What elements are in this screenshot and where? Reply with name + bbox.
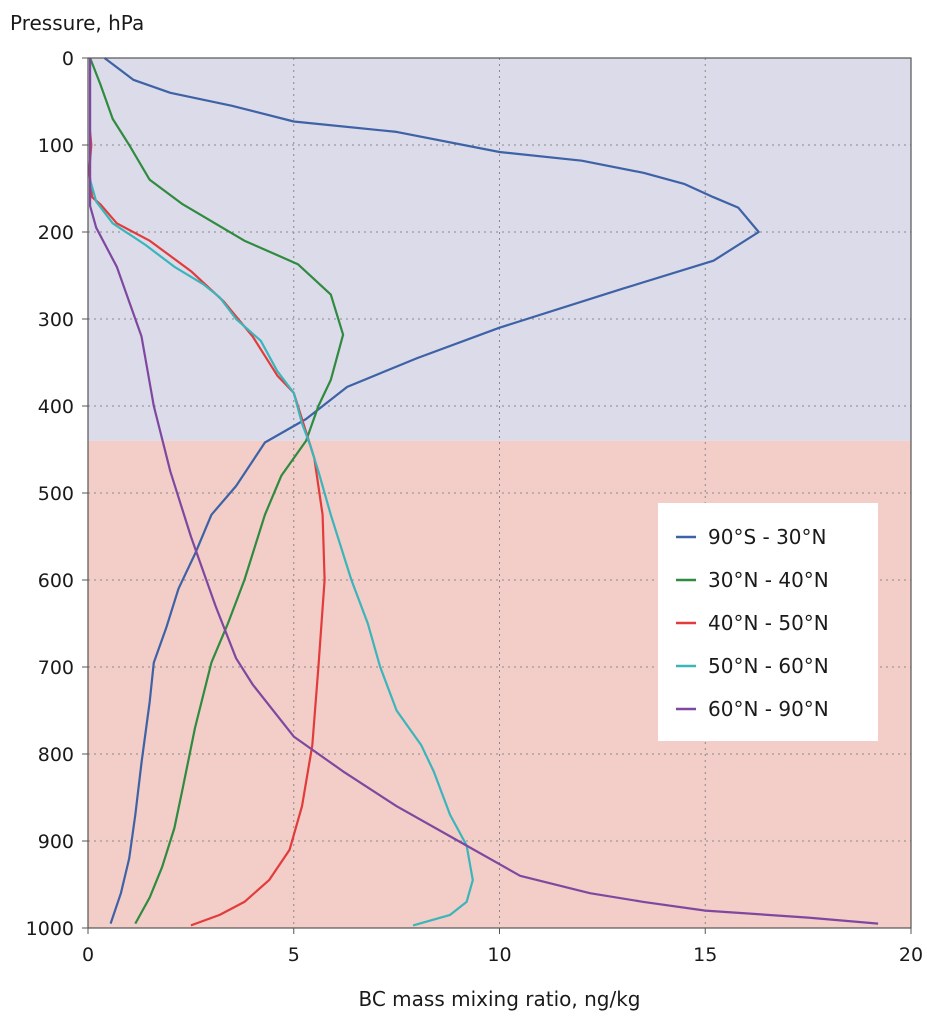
x-tick-label: 0	[82, 944, 94, 966]
y-tick-label: 600	[38, 570, 74, 592]
legend-label: 60°N - 90°N	[708, 697, 829, 721]
y-tick-label: 400	[38, 396, 74, 418]
y-tick-label: 200	[38, 222, 74, 244]
legend-label: 50°N - 60°N	[708, 654, 829, 678]
y-tick-label: 900	[38, 831, 74, 853]
legend-label: 30°N - 40°N	[708, 568, 829, 592]
x-tick-label: 20	[899, 944, 923, 966]
series-line-2	[89, 57, 345, 925]
legend-label: 90°S - 30°N	[708, 525, 827, 549]
legend-label: 40°N - 50°N	[708, 611, 829, 635]
y-tick-label: 300	[38, 309, 74, 331]
y-tick-label: 500	[38, 483, 74, 505]
series-line-5	[89, 58, 879, 925]
x-tick-label: 5	[288, 944, 300, 966]
y-tick-label: 700	[38, 657, 74, 679]
y-axis-label: Pressure, hPa	[10, 11, 144, 35]
y-tick-label: 0	[62, 48, 74, 70]
x-axis-label: BC mass mixing ratio, ng/kg	[358, 987, 640, 1011]
x-tick-label: 10	[487, 944, 511, 966]
y-tick-label: 1000	[26, 918, 74, 940]
y-tick-label: 100	[38, 135, 74, 157]
series-lines	[88, 57, 879, 927]
legend: 90°S - 30°N 30°N - 40°N 40°N - 50°N 50°N - …	[658, 503, 878, 741]
series-line-1	[103, 57, 760, 924]
tick-labels: 0 100 200 300 400 500 600 700 800 900 1000 0 5 10 15 20	[26, 48, 923, 966]
x-tick-label: 15	[693, 944, 717, 966]
series-line-4	[89, 179, 474, 927]
y-tick-label: 800	[38, 744, 74, 766]
